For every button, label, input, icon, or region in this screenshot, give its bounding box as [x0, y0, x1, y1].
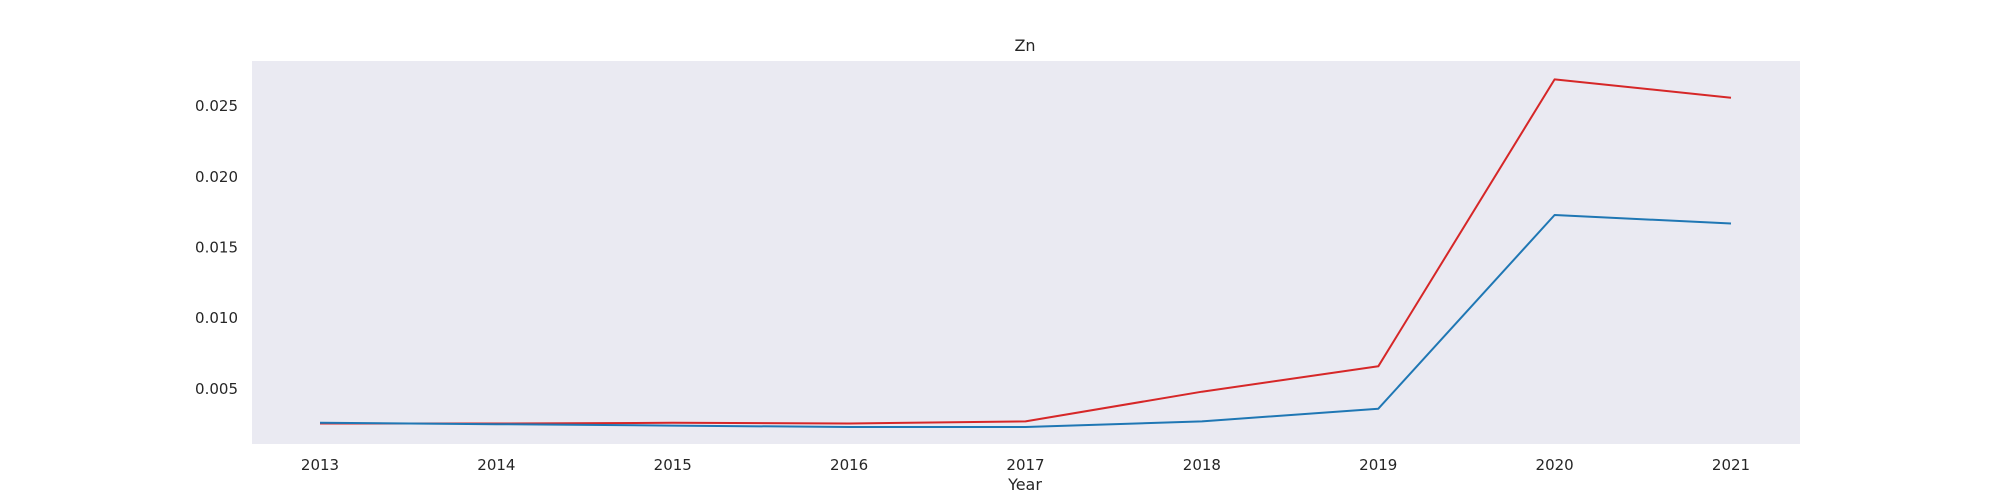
x-axis-title: Year	[1007, 475, 1042, 494]
x-axis-ticks: 2013 2014 2015 2016 2017 2018 2019 2020 2021	[301, 456, 1750, 474]
x-tick-label: 2016	[830, 456, 868, 474]
y-axis-ticks: 0.005 0.010 0.015 0.020 0.025	[195, 97, 238, 398]
x-tick-label: 2013	[301, 456, 339, 474]
y-tick-label: 0.010	[195, 309, 238, 327]
x-tick-label: 2020	[1536, 456, 1574, 474]
y-tick-label: 0.020	[195, 168, 238, 186]
series-line-1	[320, 78, 1732, 425]
x-tick-label: 2021	[1712, 456, 1750, 474]
x-tick-label: 2018	[1183, 456, 1221, 474]
series-line-2	[319, 214, 1732, 428]
series-layer	[319, 78, 1732, 428]
x-tick-label: 2015	[654, 456, 692, 474]
x-tick-label: 2014	[477, 456, 515, 474]
x-tick-label: 2017	[1006, 456, 1044, 474]
chart-title: Zn	[1014, 36, 1035, 55]
x-tick-label: 2019	[1359, 456, 1397, 474]
y-tick-label: 0.025	[195, 97, 238, 115]
y-tick-label: 0.015	[195, 239, 238, 257]
y-tick-label: 0.005	[195, 380, 238, 398]
plot-area	[252, 61, 1800, 444]
